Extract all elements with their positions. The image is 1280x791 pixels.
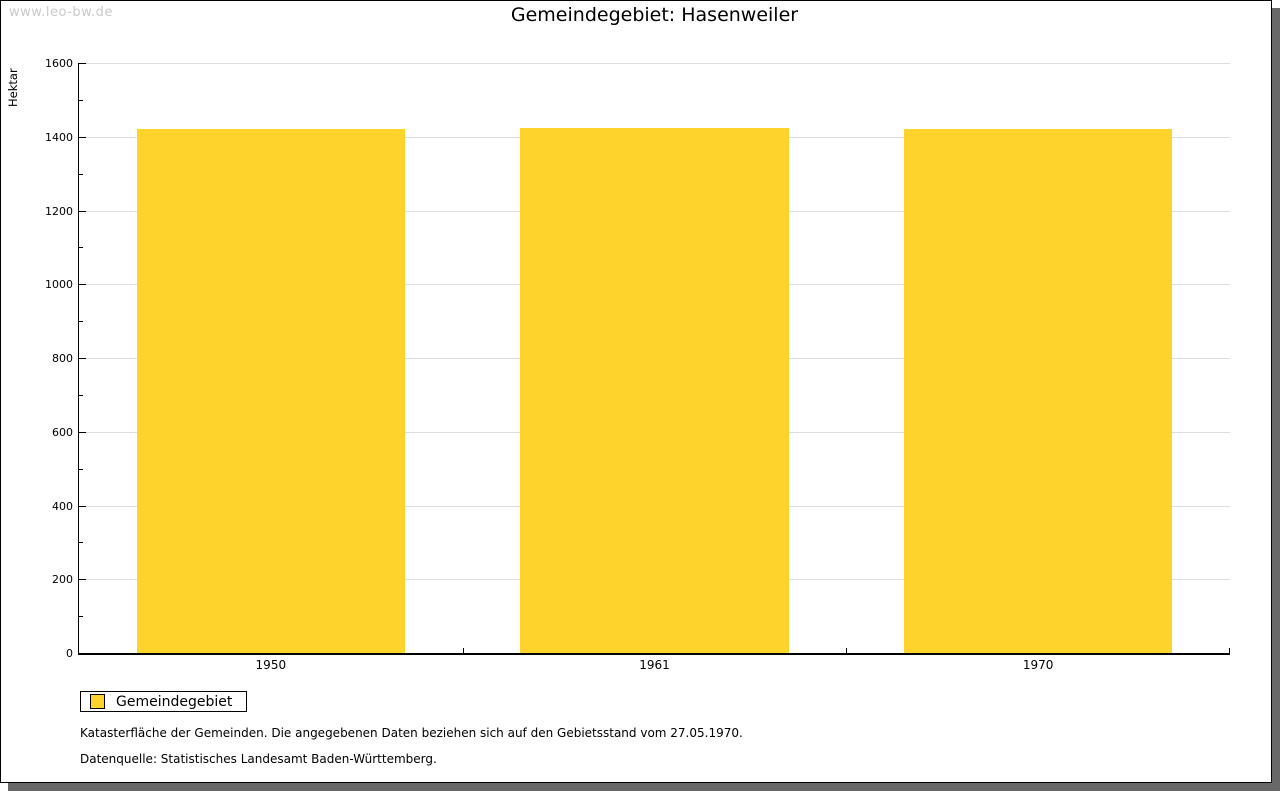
y-tick-label-800: 800 — [52, 352, 73, 365]
y-tick-label-1400: 1400 — [45, 130, 73, 144]
y-tick-label-1600: 1600 — [45, 57, 73, 70]
y-tick-800 — [79, 358, 86, 359]
y-minor-tick-100 — [79, 616, 83, 618]
y-tick-600 — [79, 431, 86, 433]
y-tick-1000 — [79, 284, 86, 286]
y-tick-label-400: 400 — [52, 499, 73, 513]
y-tick-label-0: 0 — [66, 647, 73, 660]
y-tick-1200 — [79, 210, 86, 212]
legend: Gemeindegebiet — [80, 691, 248, 712]
bar-1970 — [903, 129, 1173, 653]
y-minor-tick-1500 — [79, 99, 83, 101]
y-tick-400 — [79, 505, 86, 507]
y-tick-200 — [79, 579, 86, 581]
y-minor-tick-1300 — [79, 173, 83, 175]
bar-1950 — [136, 128, 406, 653]
footer-note: Katasterfläche der Gemeinden. Die angege… — [80, 726, 743, 740]
x-tick-label-1961: 1961 — [639, 658, 670, 672]
chart-title: Gemeindegebiet: Hasenweiler — [510, 4, 799, 26]
legend-color-swatch — [90, 694, 105, 709]
gridline-1600 — [79, 63, 1230, 64]
x-axis-end-tick — [1229, 648, 1230, 653]
y-tick-label-1000: 1000 — [45, 278, 73, 292]
x-axis-tick — [846, 648, 848, 653]
plot-area — [77, 63, 1230, 655]
x-tick-label-1950: 1950 — [255, 658, 287, 672]
bar-1961 — [520, 127, 789, 653]
y-minor-tick-1100 — [79, 247, 83, 249]
y-tick-1400 — [79, 136, 86, 138]
y-tick-1600 — [79, 63, 86, 64]
legend-label: Gemeindegebiet — [116, 693, 233, 710]
watermark: www.leo-bw.de — [9, 5, 113, 20]
y-minor-tick-300 — [79, 542, 83, 544]
x-tick-label-1970: 1970 — [1022, 658, 1054, 672]
y-tick-label-1200: 1200 — [45, 204, 73, 218]
y-axis-label: Hektar — [6, 68, 20, 107]
y-minor-tick-500 — [79, 468, 83, 470]
y-tick-label-200: 200 — [52, 573, 73, 587]
y-minor-tick-900 — [79, 321, 83, 323]
x-axis-line — [77, 653, 1230, 655]
y-axis-line — [77, 63, 79, 655]
y-tick-label-600: 600 — [52, 425, 73, 439]
x-axis-tick — [462, 648, 464, 653]
y-minor-tick-700 — [79, 394, 83, 396]
footer-source: Datenquelle: Statistisches Landesamt Bad… — [80, 752, 437, 766]
